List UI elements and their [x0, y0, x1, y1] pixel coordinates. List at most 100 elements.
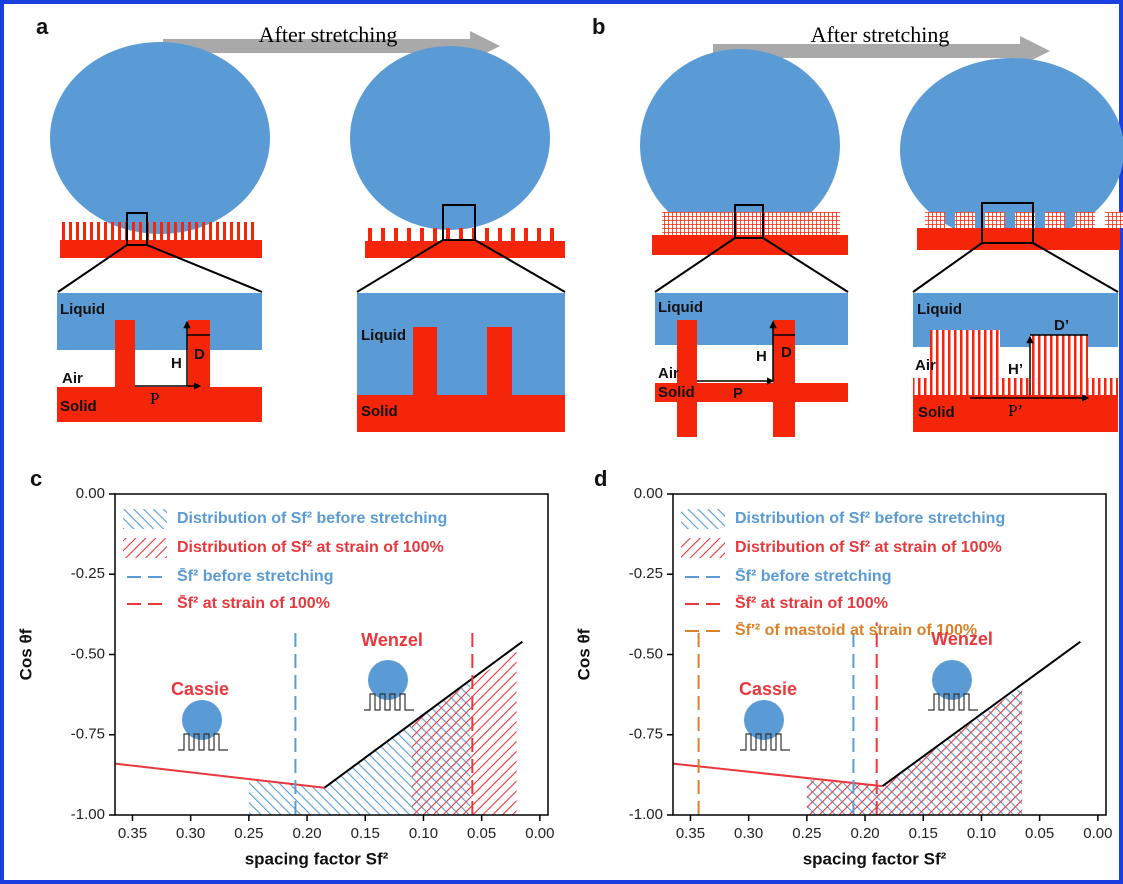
legend-label: S̄f² before stretching	[177, 566, 333, 585]
pillar	[69, 222, 72, 240]
arrow-text: After stretching	[259, 22, 398, 47]
label: Air	[62, 370, 83, 387]
pillar	[223, 222, 226, 240]
pillar	[76, 222, 79, 240]
x-tick-label: 0.25	[234, 825, 263, 842]
pillar	[985, 212, 1005, 228]
label: H	[756, 348, 767, 365]
pillar	[413, 327, 437, 395]
y-tick-label: -0.75	[71, 726, 105, 743]
pillar	[368, 228, 372, 241]
pillar	[1045, 212, 1065, 228]
legend-label: S̄f² at strain of 100%	[735, 593, 888, 612]
pillar	[524, 228, 528, 241]
legend-label: Distribution of Sf² before stretching	[177, 510, 447, 527]
annotation: Wenzel	[931, 629, 993, 649]
pillars	[913, 378, 1118, 395]
pillar	[1105, 212, 1123, 228]
pillar	[209, 222, 212, 240]
label: P	[733, 385, 743, 402]
substrate	[917, 228, 1120, 250]
label: Liquid	[361, 327, 406, 344]
droplet	[50, 42, 270, 234]
legend-swatch	[681, 538, 725, 558]
arrow-text: After stretching	[811, 22, 950, 47]
x-tick-label: 0.05	[467, 825, 496, 842]
pillar	[174, 222, 177, 240]
pillar	[188, 222, 191, 240]
liquid	[357, 293, 565, 395]
x-tick-label: 0.30	[734, 825, 763, 842]
label: Solid	[918, 404, 955, 421]
x-tick-label: 0.30	[176, 825, 205, 842]
substrate	[365, 241, 565, 258]
y-tick-label: -1.00	[629, 806, 663, 823]
x-tick-label: 0.25	[792, 825, 821, 842]
pillar	[394, 228, 398, 241]
pillar	[111, 222, 114, 240]
legend-swatch	[123, 509, 167, 529]
pillar	[485, 228, 489, 241]
x-axis-label: spacing factor Sf²	[245, 849, 389, 868]
y-axis-label: Cos θf	[16, 628, 35, 680]
legend-label: Distribution of Sf² before stretching	[735, 510, 1005, 527]
x-tick-label: 0.20	[850, 825, 879, 842]
pillar	[773, 320, 795, 437]
y-tick-label: -0.50	[629, 645, 663, 662]
panel-label: c	[30, 466, 42, 491]
pillar	[1075, 212, 1095, 228]
legend-swatch	[681, 509, 725, 529]
y-tick-label: -0.25	[71, 565, 105, 582]
label: Solid	[361, 403, 398, 420]
x-tick-label: 0.05	[1025, 825, 1054, 842]
label: Liquid	[60, 301, 105, 318]
pillar	[216, 222, 219, 240]
pillar	[407, 228, 411, 241]
annotation: Wenzel	[361, 630, 423, 650]
legend-label: Distribution of Sf² at strain of 100%	[177, 539, 444, 556]
x-tick-label: 0.35	[676, 825, 705, 842]
pillar	[132, 222, 135, 240]
figure: a After stretching Liquid Air Solid H D …	[0, 0, 1123, 884]
pillar	[420, 228, 424, 241]
label: Air	[658, 365, 679, 382]
x-tick-label: 0.00	[525, 825, 554, 842]
pillar	[83, 222, 86, 240]
pillar	[244, 222, 247, 240]
y-tick-label: 0.00	[634, 485, 663, 502]
pillar	[139, 222, 142, 240]
pillar	[118, 222, 121, 240]
pillar	[160, 222, 163, 240]
pillar	[202, 222, 205, 240]
pillar	[97, 222, 100, 240]
panel-label: d	[594, 466, 607, 491]
legend-label: S̄f² before stretching	[735, 566, 891, 585]
x-tick-label: 0.15	[351, 825, 380, 842]
label: P’	[1008, 401, 1023, 420]
label: Liquid	[917, 301, 962, 318]
droplet	[350, 46, 550, 230]
label: Air	[915, 357, 936, 374]
label: Solid	[658, 384, 695, 401]
pillar	[511, 228, 515, 241]
pillar	[237, 222, 240, 240]
pillars	[662, 212, 840, 235]
panel-label: a	[36, 14, 49, 39]
pillar	[537, 228, 541, 241]
label: H	[171, 355, 182, 372]
pillar	[251, 222, 254, 240]
label: Liquid	[658, 299, 703, 316]
pillar	[498, 228, 502, 241]
pillar	[153, 222, 156, 240]
y-tick-label: -0.25	[629, 565, 663, 582]
pillar	[550, 228, 554, 241]
y-axis-label: Cos θf	[574, 628, 593, 680]
y-tick-label: 0.00	[76, 485, 105, 502]
label: P	[150, 389, 159, 408]
pillar	[230, 222, 233, 240]
y-tick-label: -0.50	[71, 645, 105, 662]
x-tick-label: 0.35	[118, 825, 147, 842]
label: Solid	[60, 398, 97, 415]
pillar	[381, 228, 385, 241]
x-tick-label: 0.10	[409, 825, 438, 842]
